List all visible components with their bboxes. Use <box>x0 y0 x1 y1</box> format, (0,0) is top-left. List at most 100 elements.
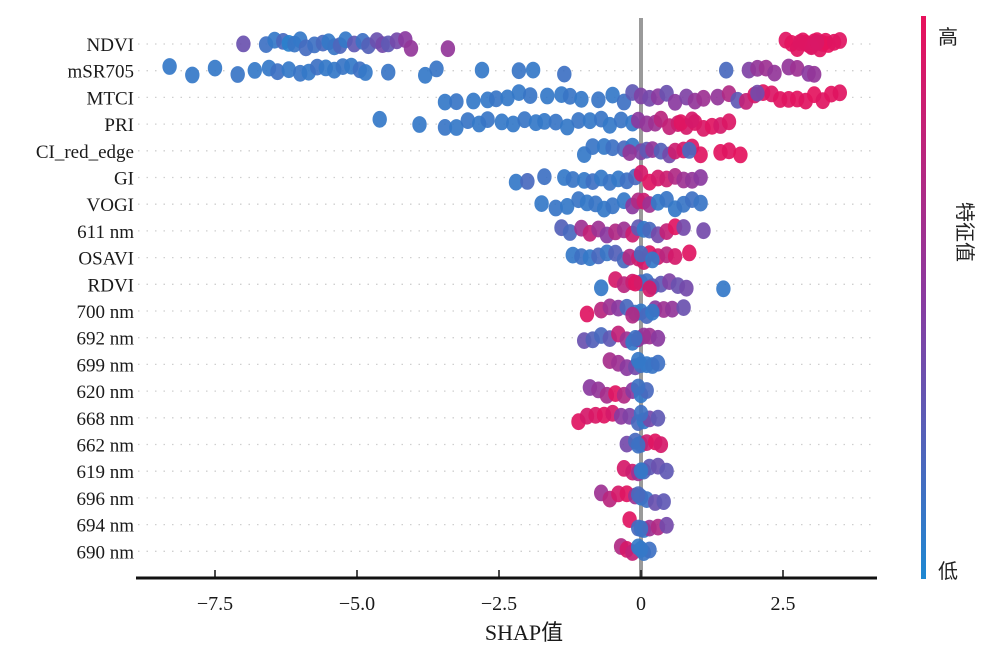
feature-label: MTCI <box>87 88 135 109</box>
data-point <box>358 64 373 81</box>
data-point <box>247 62 262 79</box>
data-point <box>625 306 640 324</box>
data-point <box>679 279 694 297</box>
feature-label: VOGI <box>87 195 135 216</box>
data-point <box>548 113 563 131</box>
feature-label: CI_red_edge <box>36 142 134 163</box>
data-point <box>605 197 620 215</box>
data-point <box>474 61 490 79</box>
data-point <box>659 516 674 534</box>
data-point <box>667 93 683 111</box>
data-point <box>571 112 586 129</box>
data-point <box>721 142 737 160</box>
x-tick-label: −5.0 <box>339 593 375 615</box>
x-axis-label: SHAP值 <box>485 620 563 645</box>
data-point <box>548 199 563 217</box>
data-point <box>480 111 495 128</box>
data-point <box>582 112 598 130</box>
data-point <box>790 60 805 77</box>
data-point <box>628 330 643 347</box>
data-point <box>628 274 643 292</box>
data-point <box>565 171 580 188</box>
feature-label: GI <box>114 169 134 190</box>
data-point <box>523 87 538 104</box>
data-point <box>656 493 671 510</box>
feature-label: 694 nm <box>76 516 134 537</box>
data-point <box>500 89 515 107</box>
data-point <box>508 173 524 191</box>
data-point <box>537 113 552 130</box>
data-point <box>557 65 572 83</box>
feature-label: 668 nm <box>76 409 134 430</box>
data-point <box>633 520 649 538</box>
feature-label: 699 nm <box>76 355 134 376</box>
data-point <box>207 59 223 77</box>
feature-label: 662 nm <box>76 436 134 457</box>
data-point <box>494 113 509 131</box>
data-point <box>767 64 782 82</box>
data-point <box>807 65 822 83</box>
data-point <box>230 66 245 83</box>
data-point <box>236 35 251 53</box>
data-point <box>429 60 444 78</box>
x-tick-label: −7.5 <box>197 593 233 615</box>
data-point <box>650 409 666 427</box>
data-point <box>682 244 697 262</box>
data-point <box>560 118 575 136</box>
feature-label: 692 nm <box>76 329 134 350</box>
data-point <box>560 198 575 215</box>
data-point <box>594 279 609 297</box>
colorbar-gradient <box>921 16 926 579</box>
data-point <box>631 486 646 503</box>
x-axis: −7.5 −5.0 −2.5 0 2.5 <box>136 570 877 615</box>
data-point <box>631 436 646 454</box>
data-point <box>832 32 847 49</box>
feature-label: 619 nm <box>76 462 134 483</box>
data-point <box>631 351 646 369</box>
feature-label: PRI <box>104 115 134 136</box>
data-point <box>185 66 200 84</box>
data-point <box>733 146 748 164</box>
data-point <box>605 139 620 157</box>
data-point <box>696 222 711 240</box>
data-point <box>631 378 646 396</box>
data-point <box>633 404 649 422</box>
feature-label: 700 nm <box>76 302 134 323</box>
colorbar-title: 特征值 <box>953 202 977 262</box>
feature-labels: NDVI mSR705 MTCI PRI CI_red_edge GI VOGI 611 nm… <box>36 35 134 563</box>
data-point <box>449 119 464 136</box>
data-point <box>710 88 725 106</box>
data-point <box>645 303 660 321</box>
data-point <box>693 194 708 212</box>
data-point <box>449 93 464 111</box>
data-point <box>645 251 660 269</box>
data-point <box>682 142 697 159</box>
data-point <box>574 90 589 108</box>
data-point <box>591 91 606 109</box>
data-point <box>613 111 629 129</box>
data-point <box>437 93 453 111</box>
data-point <box>437 119 453 136</box>
data-point <box>622 144 637 162</box>
x-tick-label: 2.5 <box>771 593 796 615</box>
data-point <box>676 299 691 316</box>
data-point <box>270 63 285 81</box>
data-point <box>633 462 649 480</box>
data-point <box>659 462 674 480</box>
colorbar-high-label: 高 <box>938 25 958 49</box>
data-point <box>579 305 595 323</box>
data-point <box>520 173 535 190</box>
data-point <box>633 245 649 263</box>
data-point <box>719 61 734 79</box>
data-point <box>440 40 456 58</box>
data-point <box>585 138 600 156</box>
data-point <box>653 436 669 454</box>
colorbar-low-label: 低 <box>938 559 958 583</box>
data-point <box>372 110 387 128</box>
data-point <box>489 90 504 108</box>
x-tick-label: −2.5 <box>481 593 517 615</box>
data-point <box>562 224 578 241</box>
data-point <box>460 112 475 129</box>
feature-label: 696 nm <box>76 489 134 510</box>
